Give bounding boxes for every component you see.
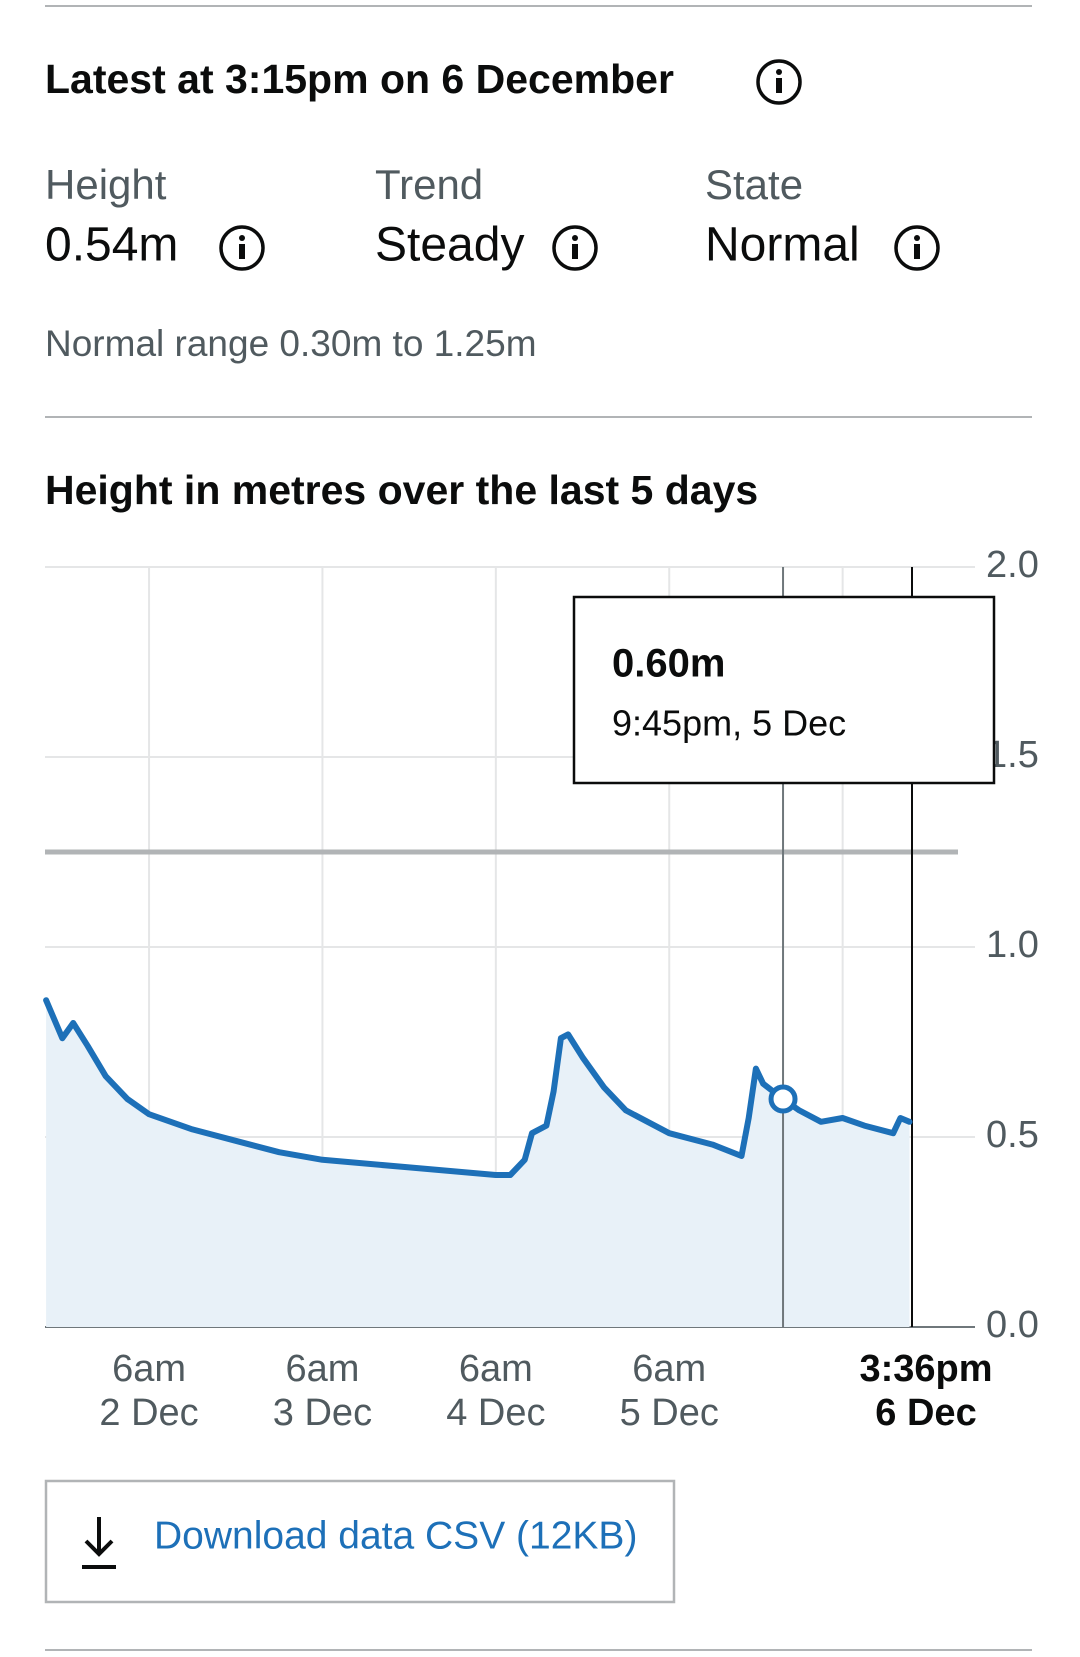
normal-range: Normal range 0.30m to 1.25m — [45, 323, 537, 364]
y-tick-label: 1.0 — [986, 924, 1039, 966]
chart-title: Height in metres over the last 5 days — [45, 467, 758, 513]
x-tick-label: 3 Dec — [273, 1392, 372, 1434]
info-icon[interactable] — [894, 225, 940, 271]
area — [46, 1000, 910, 1327]
y-tick-label: 0.0 — [986, 1304, 1039, 1346]
x-tick-label: 6am — [112, 1348, 186, 1390]
tooltip-box — [572, 595, 996, 785]
x-tick-label: 6am — [632, 1348, 706, 1390]
y-tick-label: 2.0 — [986, 544, 1039, 586]
info-icon[interactable] — [756, 59, 802, 105]
reading-label: Height — [45, 161, 167, 208]
download-icon — [82, 1517, 116, 1569]
line — [43, 997, 913, 1178]
y-tick-label: 0.5 — [986, 1114, 1039, 1156]
download-button[interactable]: Download data CSV (12KB) — [44, 1479, 676, 1604]
latest-title: Latest at 3:15pm on 6 December — [45, 56, 674, 102]
reading-value: Steady — [375, 219, 524, 272]
now-label: 3:36pm — [859, 1348, 992, 1390]
reading-label: State — [705, 161, 803, 208]
reading-label: Trend — [375, 161, 483, 208]
reading-value: 0.54m — [45, 219, 178, 272]
x-tick-label: 4 Dec — [446, 1392, 545, 1434]
x-tick-label: 6am — [459, 1348, 533, 1390]
now-label: 6 Dec — [875, 1392, 976, 1434]
info-icon[interactable] — [219, 225, 265, 271]
tooltip-value: 0.60m — [612, 642, 725, 686]
hover-point — [768, 1084, 798, 1114]
x-tick-label: 6am — [285, 1348, 359, 1390]
reading-value: Normal — [705, 219, 860, 272]
x-tick-label: 2 Dec — [99, 1392, 198, 1434]
download-link[interactable]: Download data CSV (12KB) — [154, 1514, 637, 1557]
x-tick-label: 5 Dec — [620, 1392, 719, 1434]
button-border — [44, 1479, 676, 1604]
info-icon[interactable] — [552, 225, 598, 271]
tooltip-time: 9:45pm, 5 Dec — [612, 703, 846, 744]
